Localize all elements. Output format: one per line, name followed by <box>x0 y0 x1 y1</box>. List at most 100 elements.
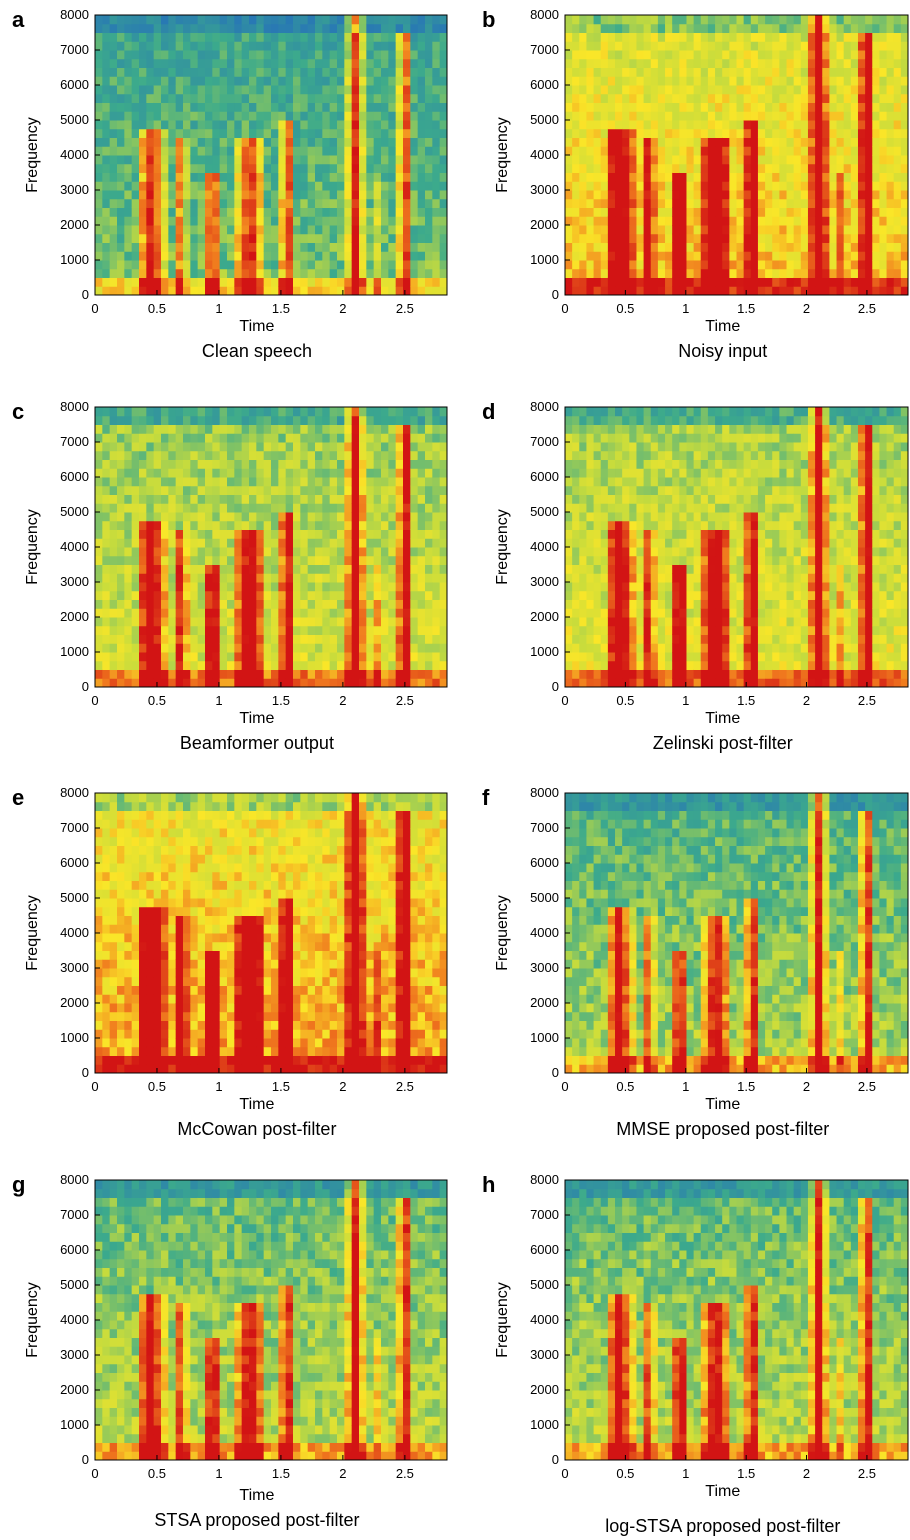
spectrogram-cell <box>594 164 602 173</box>
spectrogram-cell <box>95 521 103 530</box>
spectrogram-cell <box>205 85 213 94</box>
spectrogram-cell <box>264 486 272 495</box>
spectrogram-cell <box>242 652 250 661</box>
spectrogram-cell <box>644 208 652 217</box>
spectrogram-cell <box>396 76 404 85</box>
spectrogram-cell <box>308 442 316 451</box>
spectrogram-cell <box>629 173 637 182</box>
spectrogram-cell <box>579 678 587 687</box>
spectrogram-cell <box>271 486 279 495</box>
spectrogram-cell <box>359 111 367 120</box>
spectrogram-cell <box>308 600 316 609</box>
spectrogram-cell <box>212 670 220 679</box>
spectrogram-cell <box>601 260 609 269</box>
spectrogram-cell <box>865 269 873 278</box>
spectrogram-cell <box>729 15 737 24</box>
spectrogram-cell <box>227 260 235 269</box>
spectrogram-cell <box>300 155 308 164</box>
spectrogram-cell <box>344 670 352 679</box>
spectrogram-cell <box>901 76 909 85</box>
spectrogram-cell <box>432 425 440 434</box>
spectrogram-cell <box>608 582 616 591</box>
spectrogram-cell <box>644 138 652 147</box>
spectrogram-cell <box>330 234 338 243</box>
spectrogram-cell <box>315 442 323 451</box>
spectrogram-cell <box>872 68 880 77</box>
spectrogram-cell <box>440 15 448 24</box>
spectrogram-cell <box>894 269 902 278</box>
spectrogram-cell <box>154 495 162 504</box>
spectrogram-cell <box>205 600 213 609</box>
spectrogram-cell <box>293 626 301 635</box>
spectrogram-cell <box>271 286 279 295</box>
spectrogram-cell <box>432 68 440 77</box>
spectrogram-cell <box>758 59 766 68</box>
spectrogram-cell <box>154 208 162 217</box>
spectrogram-cell <box>344 260 352 269</box>
spectrogram-cell <box>579 407 587 416</box>
spectrogram-cell <box>110 129 118 138</box>
spectrogram-cell <box>440 269 448 278</box>
spectrogram-cell <box>344 460 352 469</box>
spectrogram-cell <box>124 407 132 416</box>
spectrogram-cell <box>388 530 396 539</box>
spectrogram-cell <box>425 556 433 565</box>
spectrogram-cell <box>95 678 103 687</box>
spectrogram-cell <box>879 260 887 269</box>
spectrogram-cell <box>622 59 630 68</box>
spectrogram-cell <box>271 50 279 59</box>
spectrogram-cell <box>887 251 895 260</box>
spectrogram-cell <box>227 103 235 112</box>
spectrogram-cell <box>432 129 440 138</box>
spectrogram-cell <box>220 94 228 103</box>
spectrogram-cell <box>293 591 301 600</box>
spectrogram-cell <box>396 24 404 33</box>
spectrogram-cell <box>264 433 272 442</box>
spectrogram-cell <box>594 111 602 120</box>
spectrogram-cell <box>396 433 404 442</box>
spectrogram-cell <box>651 286 659 295</box>
spectrogram-cell <box>220 269 228 278</box>
spectrogram-cell <box>865 76 873 85</box>
spectrogram-cell <box>440 433 448 442</box>
spectrogram-cell <box>110 15 118 24</box>
spectrogram-cell <box>110 530 118 539</box>
spectrogram-cell <box>124 59 132 68</box>
spectrogram-cell <box>801 243 809 252</box>
spectrogram-cell <box>615 591 623 600</box>
spectrogram-cell <box>154 234 162 243</box>
spectrogram-cell <box>139 216 147 225</box>
spectrogram-cell <box>212 269 220 278</box>
spectrogram-cell <box>572 173 580 182</box>
spectrogram-cell <box>286 460 294 469</box>
spectrogram-cell <box>374 495 382 504</box>
spectrogram-cell <box>629 190 637 199</box>
spectrogram-cell <box>300 278 308 287</box>
spectrogram-cell <box>608 538 616 547</box>
spectrogram-cell <box>381 591 389 600</box>
spectrogram-cell <box>117 59 125 68</box>
spectrogram-cell <box>256 138 264 147</box>
spectrogram-cell <box>102 33 110 42</box>
spectrogram-cell <box>729 181 737 190</box>
spectrogram-cell <box>154 643 162 652</box>
spectrogram-cell <box>205 678 213 687</box>
spectrogram-cell <box>124 600 132 609</box>
spectrogram-cell <box>168 85 176 94</box>
spectrogram-cell <box>227 33 235 42</box>
spectrogram-cell <box>622 260 630 269</box>
spectrogram-cell <box>146 120 154 129</box>
spectrogram-cell <box>425 68 433 77</box>
spectrogram-cell <box>168 530 176 539</box>
spectrogram-cell <box>146 486 154 495</box>
spectrogram-cell <box>264 146 272 155</box>
spectrogram-cell <box>872 24 880 33</box>
spectrogram-cell <box>168 556 176 565</box>
spectrogram-cell <box>579 251 587 260</box>
spectrogram-cell <box>418 50 426 59</box>
spectrogram-cell <box>146 251 154 260</box>
spectrogram-cell <box>278 59 286 68</box>
spectrogram-cell <box>315 460 323 469</box>
spectrogram-cell <box>572 146 580 155</box>
spectrogram-cell <box>220 59 228 68</box>
